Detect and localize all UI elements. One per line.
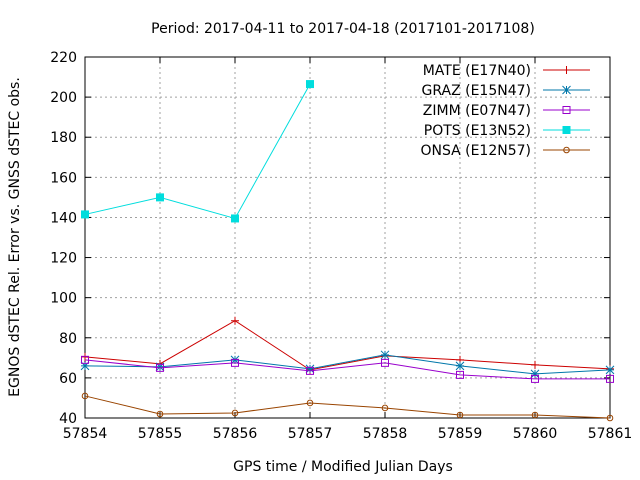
y-axis-label: EGNOS dSTEC Rel. Error vs. GNSS dSTEC ob…: [7, 77, 23, 397]
axis-ticks: 57854 57855 57856 57857 57858 57859 57860 57861…: [50, 50, 632, 442]
legend-label: ZIMM (E07N47): [423, 103, 531, 119]
data-point: [531, 411, 539, 419]
data-point: [155, 362, 165, 372]
data-point: [156, 193, 164, 202]
series-pots: [81, 80, 314, 223]
series-layer: [80, 80, 615, 422]
data-point: [231, 214, 239, 223]
legend-entry: ZIMM (E07N47): [423, 103, 590, 119]
legend-marker: [563, 146, 570, 154]
legend-entry: POTS (E13N52): [424, 123, 590, 139]
x-tick-label: 57857: [288, 426, 333, 442]
plot-frame: [84, 56, 611, 419]
data-point: [156, 363, 164, 372]
chart-title: Period: 2017-04-11 to 2017-04-18 (201710…: [151, 21, 535, 37]
data-point: [80, 361, 90, 371]
data-point: [81, 392, 89, 400]
data-point: [306, 399, 314, 407]
data-point: [305, 364, 315, 374]
x-tick-label: 57858: [363, 426, 408, 442]
data-point: [381, 358, 389, 367]
x-tick-label: 57859: [438, 426, 483, 442]
data-point: [456, 411, 464, 419]
data-point: [231, 409, 239, 417]
x-tick-label: 57856: [213, 426, 258, 442]
legend-entry: GRAZ (E15N47): [422, 83, 590, 99]
x-tick-label: 57861: [588, 426, 633, 442]
y-tick-label: 120: [50, 251, 77, 267]
legend-marker: [562, 66, 571, 74]
data-point: [306, 366, 314, 375]
series-line: [84, 320, 611, 371]
legend-label: GRAZ (E15N47): [422, 83, 532, 99]
data-point: [531, 374, 539, 383]
data-point: [531, 360, 539, 369]
legend-entry: ONSA (E12N57): [420, 143, 590, 159]
y-tick-label: 220: [50, 50, 77, 66]
legend-label: POTS (E13N52): [424, 123, 531, 139]
series-zimm: [81, 355, 614, 383]
data-point: [156, 410, 164, 418]
y-tick-label: 80: [59, 331, 77, 347]
data-point: [380, 350, 390, 360]
data-point: [81, 210, 89, 219]
series-onsa: [81, 392, 614, 422]
data-point: [455, 361, 465, 371]
y-tick-label: 200: [50, 90, 77, 106]
series-line: [84, 395, 611, 419]
series-line: [84, 354, 611, 375]
series-line: [84, 83, 311, 220]
y-tick-label: 60: [59, 371, 77, 387]
grid: [84, 56, 611, 419]
data-point: [231, 358, 239, 367]
y-tick-label: 140: [50, 210, 77, 226]
series-line: [84, 359, 610, 380]
y-tick-label: 180: [50, 130, 77, 146]
x-tick-label: 57855: [138, 426, 183, 442]
y-tick-label: 160: [50, 170, 77, 186]
legend-label: MATE (E17N40): [423, 63, 531, 79]
legend: MATE (E17N40) GRAZ (E15N47) ZIMM (E07N47) P…: [420, 63, 590, 159]
y-tick-label: 100: [50, 291, 77, 307]
data-point: [306, 80, 314, 89]
data-point: [381, 404, 389, 412]
data-point: [456, 370, 464, 379]
data-point: [231, 316, 239, 325]
data-point: [605, 365, 615, 375]
data-point: [530, 369, 540, 379]
x-axis-label: GPS time / Modified Julian Days: [233, 459, 453, 475]
x-tick-label: 57854: [63, 426, 108, 442]
data-point: [81, 355, 89, 364]
legend-marker: [562, 126, 571, 134]
x-tick-label: 57860: [513, 426, 558, 442]
legend-marker: [562, 85, 571, 95]
data-point: [606, 374, 614, 383]
data-point: [606, 414, 614, 422]
series-graz: [80, 350, 615, 379]
legend-marker: [562, 106, 571, 114]
legend-entry: MATE (E17N40): [423, 63, 590, 79]
y-tick-label: 40: [59, 411, 77, 427]
legend-label: ONSA (E12N57): [420, 143, 531, 159]
